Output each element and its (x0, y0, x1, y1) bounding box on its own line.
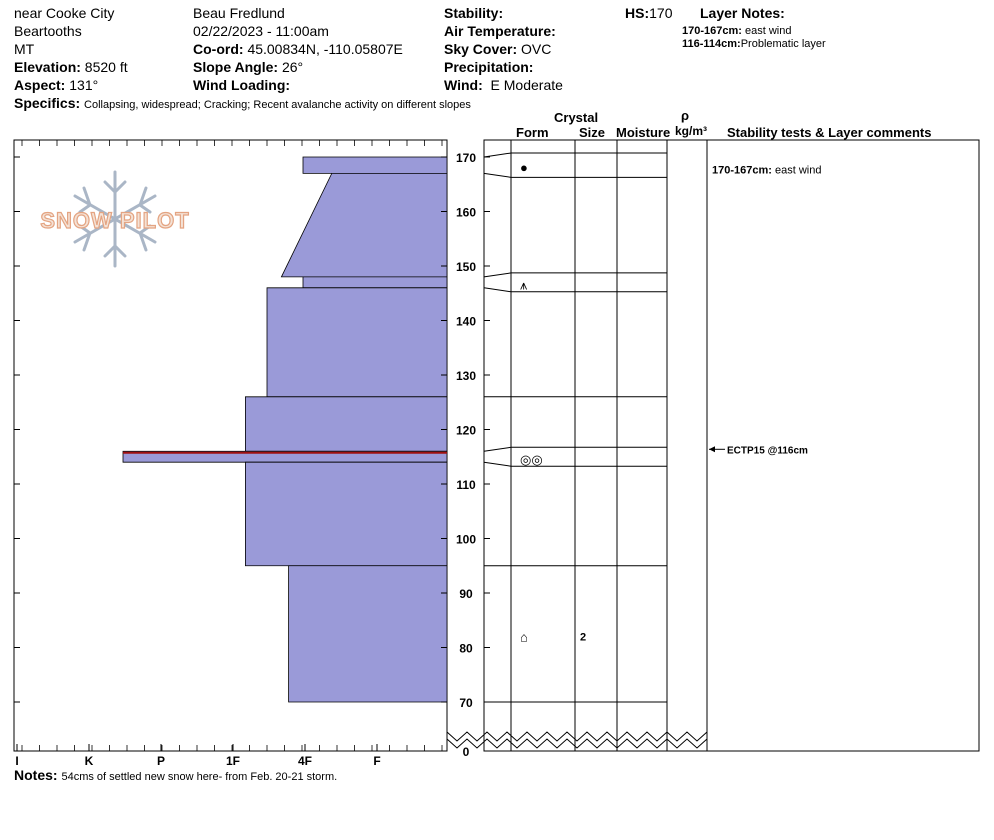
grain-form-symbol: ● (520, 160, 528, 175)
hardness-tick-label: P (157, 754, 165, 768)
layer-rows (483, 152, 667, 703)
hardness-axis: I K P 1F 4F F (15, 140, 443, 768)
stability-comments-header: Stability tests & Layer comments (727, 125, 932, 140)
snowpilot-logo: SNOW PILOT (40, 170, 189, 268)
hardness-layers (122, 156, 448, 703)
aspect: Aspect: 131° (14, 77, 99, 93)
layer-note: 170-167cm: east wind (682, 25, 792, 37)
wind: Wind: E Moderate (444, 77, 563, 93)
specifics: Specifics: Collapsing, widespread; Crack… (14, 95, 471, 111)
depth-tick-label: 130 (456, 369, 476, 383)
hardness-layer (280, 172, 448, 278)
snow-height: HS:170 (625, 5, 673, 21)
form-header: Form (516, 125, 549, 140)
stability-comments: 170-167cm: east wind ECTP15 @116cm (709, 164, 821, 456)
state: MT (14, 41, 35, 57)
depth-tick-label: 0 (463, 745, 470, 759)
air-temperature: Air Temperature: (444, 23, 556, 39)
grain-table-frame (483, 139, 980, 752)
arrow-head-icon (709, 446, 715, 453)
hardness-tick-label: F (373, 754, 380, 768)
precipitation: Precipitation: (444, 59, 534, 75)
hardness-tick-label: I (15, 754, 18, 768)
layer-boundary (483, 172, 667, 178)
layer-boundary (483, 152, 667, 158)
layer-boundary (483, 461, 667, 467)
layer-boundary (483, 446, 667, 452)
layer-notes-title: Layer Notes: (700, 5, 785, 21)
depth-tick-label: 120 (456, 424, 476, 438)
stability: Stability: (444, 5, 504, 21)
crystal-header: Crystal (554, 110, 599, 125)
datetime: 02/22/2023 - 11:00am (193, 23, 329, 39)
coordinates: Co-ord: 45.00834N, -110.05807E (193, 41, 403, 57)
density-unit: kg/m³ (675, 124, 708, 138)
hardness-layer (244, 461, 448, 567)
weak-layer-bar (122, 450, 448, 463)
depth-tick-label: 150 (456, 260, 476, 274)
depth-tick-label: 70 (459, 696, 473, 710)
layer-comment: 170-167cm: east wind (712, 164, 821, 176)
grain-cells: ● ⩚ ◎◎ ⌂ 2 (520, 160, 586, 644)
grain-form-symbol: ⌂ (520, 630, 528, 645)
hardness-layer (266, 287, 448, 398)
size-header: Size (579, 125, 606, 140)
depth-axis: 170 160 150 140 130 120 110 100 90 80 70 0 (14, 151, 490, 759)
grain-form-symbol: ⩚ (520, 277, 528, 292)
notes: Notes: 54cms of settled new snow here- f… (14, 767, 338, 783)
hardness-layer (288, 565, 448, 703)
depth-tick-label: 160 (456, 206, 476, 220)
grain-form-symbol: ◎◎ (520, 452, 543, 467)
elevation: Elevation: 8520 ft (14, 59, 128, 75)
hardness-tick-label: 1F (226, 754, 240, 768)
layer-boundary (483, 287, 667, 293)
layer-boundary (483, 272, 667, 278)
depth-tick-label: 100 (456, 533, 476, 547)
grain-size: 2 (580, 632, 586, 644)
depth-tick-label: 140 (456, 315, 476, 329)
depth-tick-label: 170 (456, 151, 476, 165)
snowflake-icon (73, 170, 157, 268)
hardness-tick-label: 4F (298, 754, 312, 768)
depth-tick-label: 110 (456, 478, 476, 492)
hardness-layer (244, 396, 448, 452)
depth-tick-label: 80 (459, 642, 473, 656)
wind-loading: Wind Loading: (193, 77, 291, 93)
moisture-header: Moisture (616, 125, 671, 140)
depth-tick-label: 90 (459, 587, 473, 601)
stability-test-result: ECTP15 @116cm (727, 445, 808, 456)
observer: Beau Fredlund (193, 5, 285, 21)
hardness-layer (302, 276, 448, 289)
location: near Cooke City (14, 5, 115, 21)
mountain-range: Beartooths (14, 23, 82, 39)
slope-angle: Slope Angle: 26° (193, 59, 304, 75)
logo-text: SNOW PILOT (40, 208, 189, 233)
density-symbol: ρ (681, 108, 690, 123)
hardness-layer (302, 156, 448, 174)
hardness-tick-label: K (85, 754, 94, 768)
layer-note: 116-114cm:Problematic layer (682, 38, 826, 50)
sky-cover: Sky Cover: OVC (444, 41, 552, 57)
axis-break (446, 731, 708, 749)
